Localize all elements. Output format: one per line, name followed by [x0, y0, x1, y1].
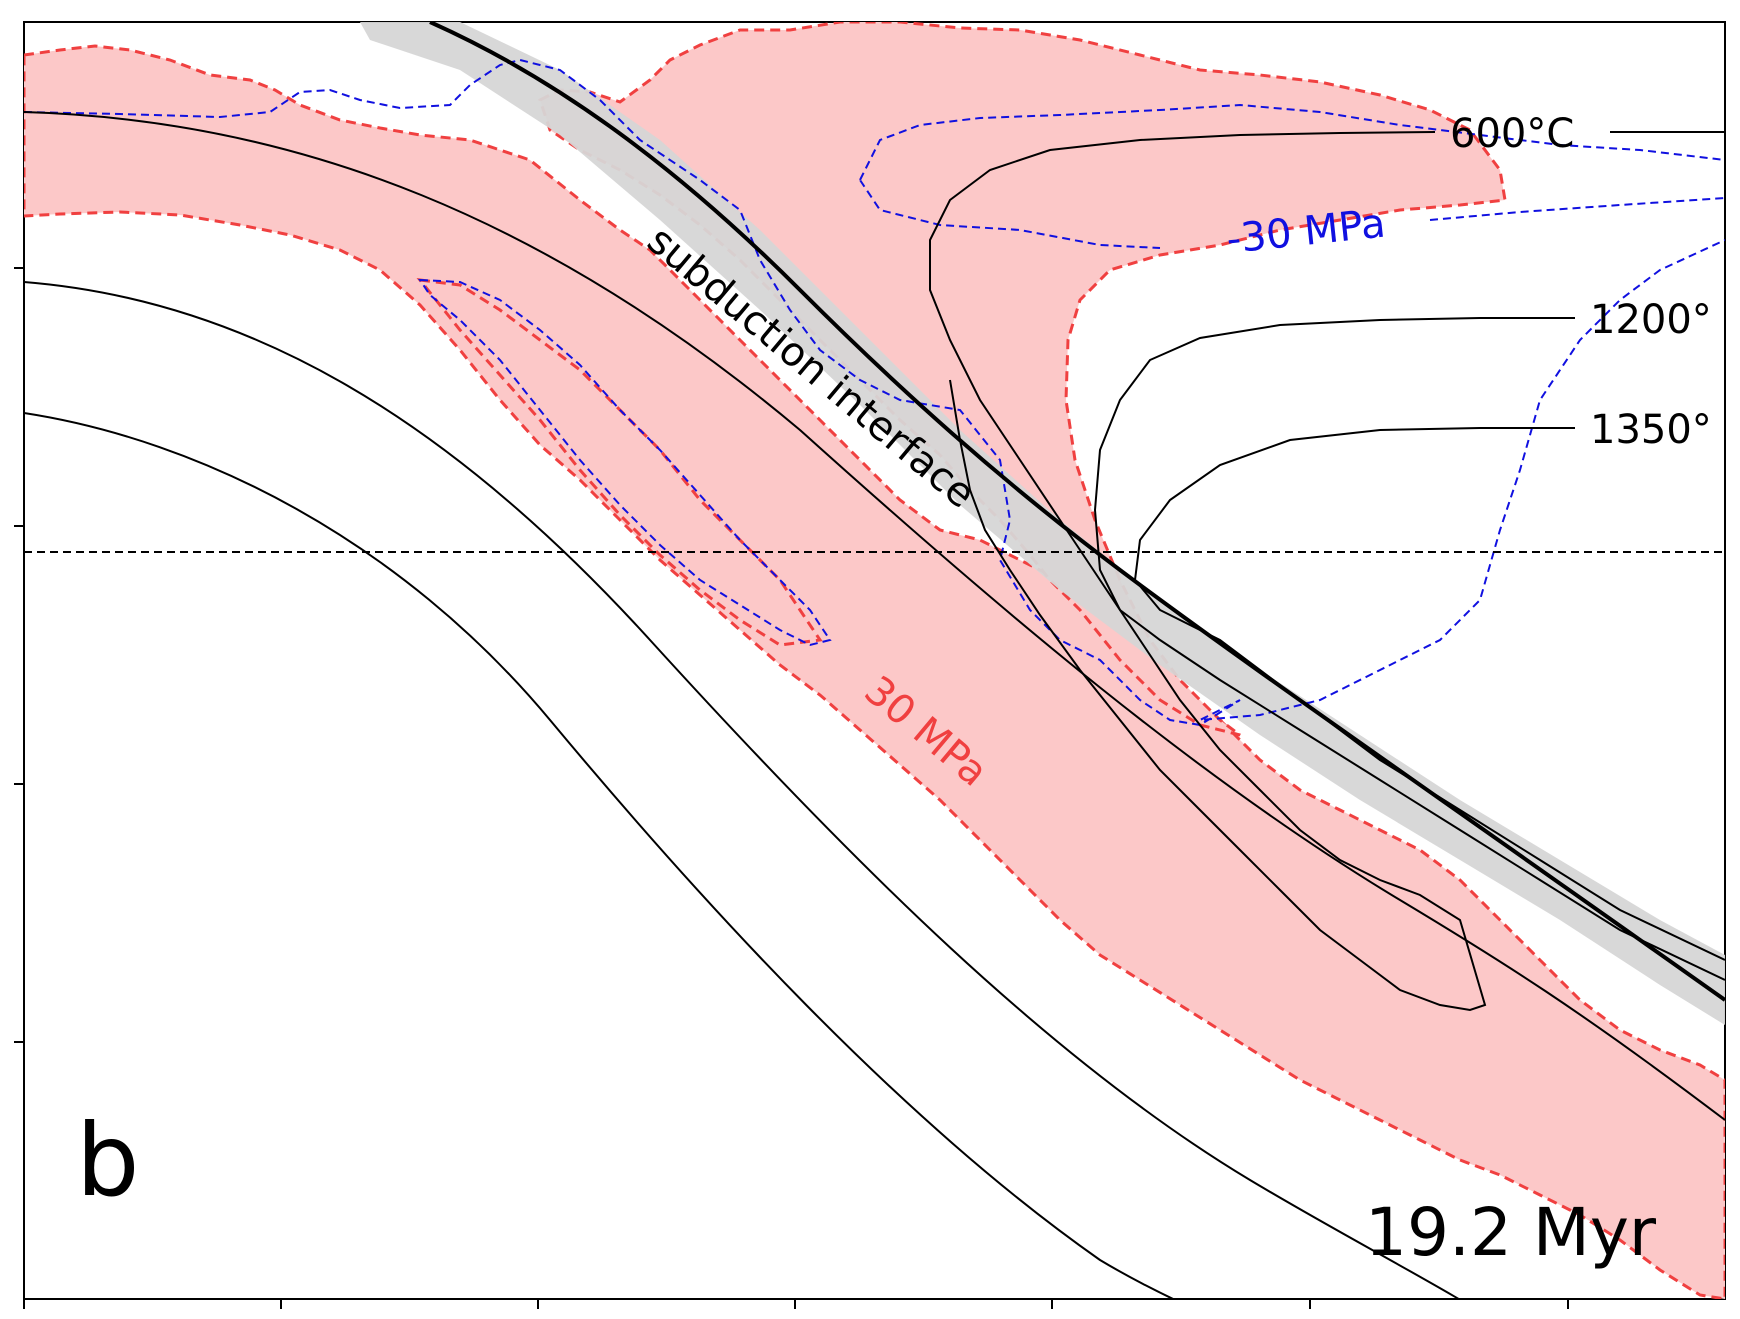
slab-curve-bottom — [24, 412, 1176, 1299]
isotherm-600-label: 600°C — [1450, 111, 1574, 157]
slab-curve-mid — [24, 281, 1461, 1299]
panel-label: b — [76, 1102, 139, 1219]
isotherm-1350-label: 1350° — [1590, 407, 1712, 453]
neg-stress-contour-wedge — [859, 103, 1725, 249]
stress-patch-left — [416, 278, 823, 647]
time-label: 19.2 Myr — [1365, 1194, 1657, 1271]
stress-region-slab — [24, 44, 1725, 1299]
isotherm-1350 — [1133, 427, 1725, 961]
interface-line — [429, 22, 1725, 1002]
slab-curve-top — [24, 111, 1725, 1121]
axis-ticks — [14, 267, 1569, 1309]
isotherm-1200-label: 1200° — [1590, 297, 1712, 343]
interface-band — [360, 22, 1725, 1025]
isotherm-1200 — [1093, 317, 1725, 981]
neg-stress-contour-slab — [418, 278, 832, 647]
isotherm-600 — [929, 131, 1487, 1012]
neg-stress-contour-top — [24, 58, 1725, 727]
